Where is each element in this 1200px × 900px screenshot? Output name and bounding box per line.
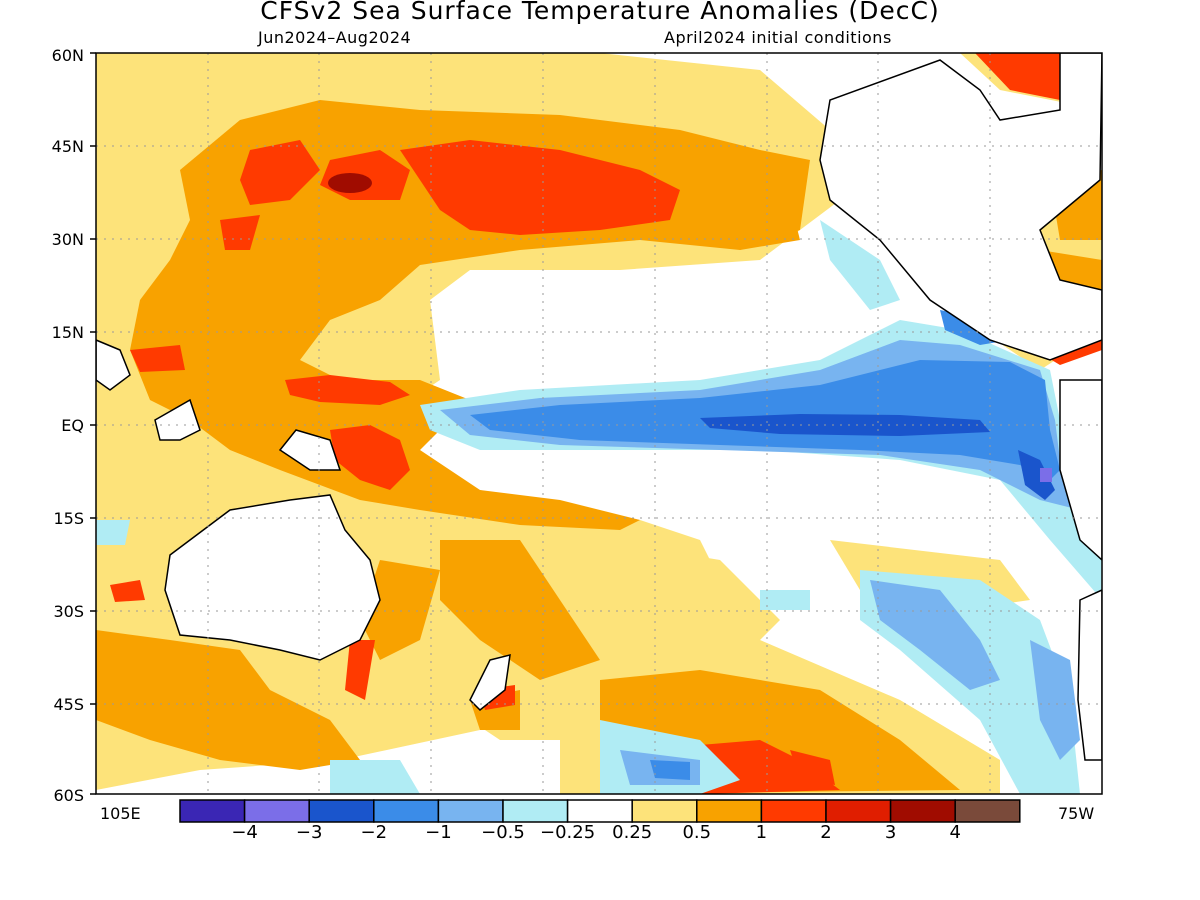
lat-label: 30N — [51, 230, 84, 249]
colorbar-swatch — [889, 799, 956, 823]
lon-label-west: 105E — [100, 804, 141, 823]
colorbar-label: 1 — [755, 822, 768, 843]
colorbar-swatch — [825, 799, 892, 823]
colorbar-label: 3 — [884, 822, 897, 843]
lat-label: 45N — [51, 137, 84, 156]
colorbar-swatch — [373, 799, 440, 823]
colorbar-label: 2 — [820, 822, 832, 843]
colorbar-label: −0.5 — [481, 822, 525, 843]
lat-label: 60N — [51, 46, 84, 65]
colorbar-swatch — [179, 799, 246, 823]
colorbar-swatch — [696, 799, 763, 823]
colorbar-label: 4 — [949, 822, 961, 843]
plot-frame — [95, 52, 1103, 795]
anomaly-field — [96, 53, 1102, 794]
lat-label: 15S — [53, 509, 84, 528]
colorbar-swatch — [760, 799, 827, 823]
colorbar-label: −1 — [425, 822, 452, 843]
colorbar-label: −0.25 — [540, 822, 596, 843]
colorbar-swatch — [243, 799, 310, 823]
colorbar-swatch — [566, 799, 633, 823]
colorbar-swatch — [631, 799, 698, 823]
colorbar-label: 0.25 — [612, 822, 653, 843]
lon-label-east: 75W — [1058, 804, 1095, 823]
lat-label: EQ — [61, 416, 84, 435]
colorbar-label: −3 — [295, 822, 323, 843]
colorbar-swatch — [308, 799, 375, 823]
colorbar-label: 0.5 — [682, 822, 712, 843]
lat-label: 15N — [51, 323, 84, 342]
colorbar-swatch — [954, 799, 1021, 823]
colorbar-label: −2 — [360, 822, 388, 843]
map-title: CFSv2 Sea Surface Temperature Anomalies … — [260, 0, 940, 25]
initial-conditions: April2024 initial conditions — [664, 28, 892, 47]
lat-label: 30S — [53, 602, 84, 621]
colorbar-swatch — [502, 799, 569, 823]
colorbar-swatch — [437, 799, 504, 823]
lat-label: 60S — [53, 786, 84, 805]
lat-label: 45S — [53, 695, 84, 714]
colorbar-label: −4 — [231, 822, 258, 843]
colorbar — [179, 799, 1021, 823]
forecast-period: Jun2024–Aug2024 — [258, 28, 412, 47]
